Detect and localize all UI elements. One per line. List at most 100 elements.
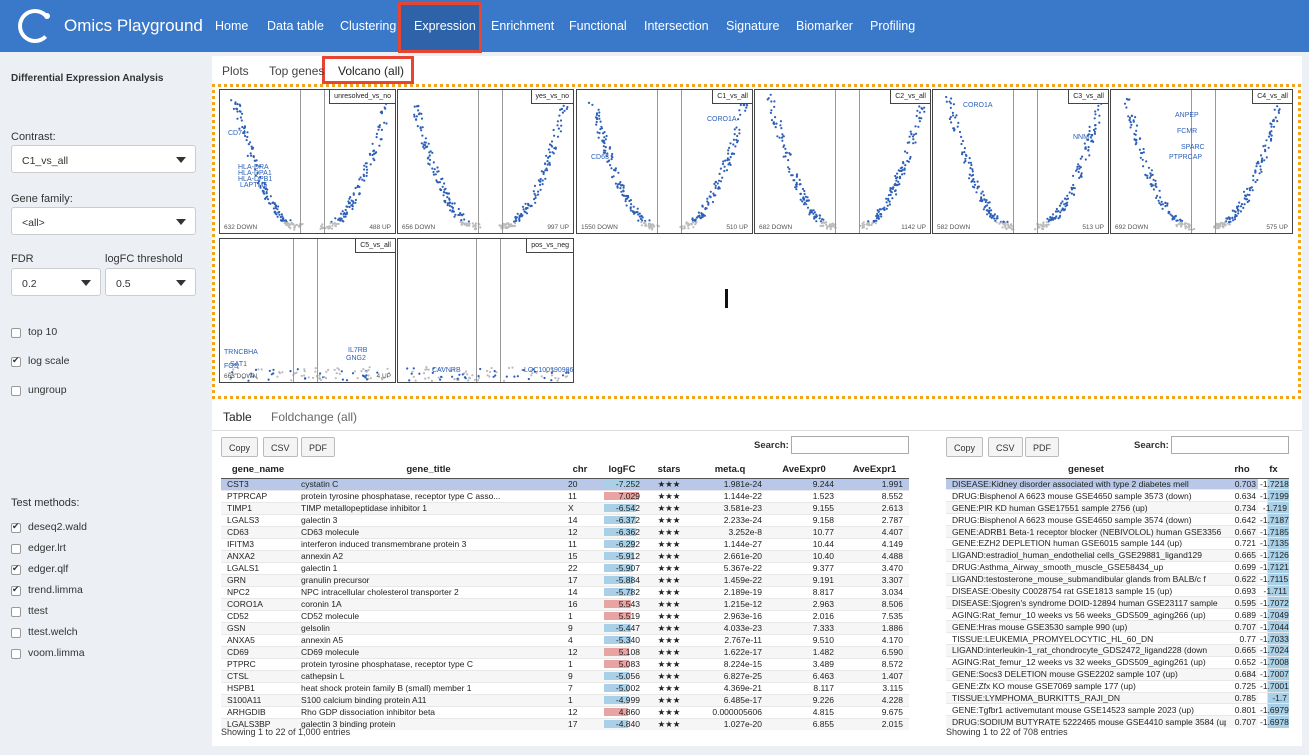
pdf-button[interactable]: PDF [301, 437, 335, 457]
method-checkbox-ttest-welch[interactable] [11, 628, 21, 638]
table-row[interactable]: GRN granulin precursor 17 -5.884 ★★★ 1.459e-2… [221, 573, 909, 586]
geneset-row[interactable]: GENE:EZH2 DEPLETION human GSE6015 sample… [946, 536, 1289, 550]
fdr-select[interactable]: 0.2 [11, 268, 101, 296]
geneset-row[interactable]: GENE:Tgfbr1 activemutant mouse GSE14523 … [946, 703, 1289, 716]
tab-foldchange-all[interactable]: Foldchange (all) [271, 410, 358, 424]
nav-biomarker[interactable]: Biomarker [796, 19, 853, 33]
method-checkbox-edger-lrt[interactable] [11, 544, 21, 554]
copy-button[interactable]: Copy [221, 437, 259, 457]
option-checkbox-top-10[interactable] [11, 328, 21, 338]
tab-plots[interactable]: Plots [222, 64, 249, 78]
geneset-row[interactable]: GENE:Socs3 DELETION mouse GSE2202 sample… [946, 667, 1289, 681]
nav-intersection[interactable]: Intersection [644, 19, 709, 33]
table-row[interactable]: NPC2 NPC intracellular cholesterol transp… [221, 585, 909, 598]
column-header-gene-title[interactable]: gene_title [295, 462, 562, 479]
gene-search-input[interactable] [791, 436, 909, 454]
volcano-scatter [587, 94, 749, 231]
option-checkbox-log-scale[interactable] [11, 355, 21, 367]
column-header-aveexpr1[interactable]: AveExpr1 [840, 462, 909, 479]
method-checkbox-deseq2-wald[interactable] [11, 521, 21, 533]
nav-signature[interactable]: Signature [726, 19, 780, 33]
nav-clustering[interactable]: Clustering [340, 19, 397, 33]
logfc-threshold-select[interactable]: 0.5 [105, 268, 196, 296]
table-row[interactable]: ARHGDIB Rho GDP dissociation inhibitor be… [221, 705, 909, 718]
geneset-search-input[interactable] [1171, 436, 1289, 454]
geneset-row[interactable]: AGING:Rat_femur_10 weeks vs 56 weeks_GDS… [946, 608, 1289, 621]
table-row[interactable]: ANXA2 annexin A2 15 -5.912 ★★★ 2.661e-20 10.40… [221, 549, 909, 562]
gene-family-select[interactable]: <all> [11, 207, 196, 235]
geneset-column-header-fx[interactable]: fx [1258, 462, 1289, 479]
column-header-chr[interactable]: chr [562, 462, 598, 479]
table-row[interactable]: LGALS1 galectin 1 22 -5.907 ★★★ 5.367e-22 9.37… [221, 561, 909, 574]
table-row[interactable]: HSPB1 heat shock protein family B (small)… [221, 681, 909, 694]
volcano-point [352, 202, 355, 205]
method-checkbox-voom-limma[interactable] [11, 649, 21, 659]
volcano-point [541, 183, 544, 186]
tab-top-genes[interactable]: Top genes [269, 64, 325, 78]
volcano-point [343, 215, 346, 218]
table-row[interactable]: CD63 CD63 molecule 12 -6.362 ★★★ 3.252e-8 10.7… [221, 525, 909, 538]
table-row[interactable]: CD52 CD52 molecule 1 5.519 ★★★ 2.963e-16 2.016… [221, 609, 909, 622]
tab-volcano-all[interactable]: Volcano (all) [338, 64, 405, 78]
nav-functional[interactable]: Functional [569, 19, 627, 33]
geneset-row[interactable]: GENE:PIR KD human GSE17551 sample 2756 (… [946, 501, 1289, 514]
nav-enrichment[interactable]: Enrichment [491, 19, 555, 33]
nav-home[interactable]: Home [215, 19, 249, 33]
table-row[interactable]: ANXA5 annexin A5 4 -5.340 ★★★ 2.767e-11 9.510 4… [221, 633, 909, 646]
table-row[interactable]: CORO1A coronin 1A 16 5.543 ★★★ 1.215e-12 2.963… [221, 597, 909, 610]
geneset-row[interactable]: DRUG:Asthma_Airway_smooth_muscle_GSE5843… [946, 560, 1289, 574]
geneset-row[interactable]: LIGAND:estradiol_human_endothelial cells… [946, 548, 1289, 562]
volcano-point [787, 159, 790, 162]
csv-button[interactable]: CSV [263, 437, 298, 457]
geneset-row[interactable]: AGING:Rat_femur_12 weeks vs 32 weeks_GDS… [946, 655, 1289, 669]
column-header-stars[interactable]: stars [646, 462, 692, 479]
geneset-column-header-rho[interactable]: rho [1226, 462, 1258, 479]
geneset-row[interactable]: GENE:Hras mouse GSE3530 sample 990 (up) 0… [946, 620, 1289, 633]
nav-expression[interactable]: Expression [414, 19, 476, 33]
geneset-row[interactable]: TISSUE:LEUKEMIA_PROMYELOCYTIC_HL_60_DN 0.… [946, 632, 1289, 645]
table-row[interactable]: PTPRC protein tyrosine phosphatase, recep… [221, 657, 909, 670]
table-row[interactable]: GSN gelsolin 9 -5.447 ★★★ 4.033e-23 7.333 1.886 [221, 621, 909, 634]
method-checkbox-trend-limma[interactable] [11, 584, 21, 596]
table-row[interactable]: LGALS3 galectin 3 14 -6.372 ★★★ 2.233e-24 9.15… [221, 513, 909, 526]
column-header-meta-q[interactable]: meta.q [692, 462, 768, 479]
column-header-logfc[interactable]: logFC [598, 462, 646, 479]
method-checkbox-edger-qlf[interactable] [11, 563, 21, 575]
geneset-row[interactable]: GENE:ADRB1 Beta-1 receptor blocker (NEBI… [946, 525, 1289, 538]
table-row[interactable]: CTSL cathepsin L 9 -5.056 ★★★ 6.827e-25 6.463 1… [221, 669, 909, 682]
logfc-bar-fill [604, 696, 629, 704]
volcano-point [1255, 162, 1258, 165]
geneset-row[interactable]: TISSUE:LYMPHOMA_BURKITTS_RAJI_DN 0.785 -1.… [946, 691, 1289, 704]
geneset-row[interactable]: DRUG:SODIUM BUTYRATE 5222465 mouse GSE44… [946, 715, 1289, 728]
table-row[interactable]: LGALS3BP galectin 3 binding protein 17 -4.8… [221, 717, 909, 730]
nav-profiling[interactable]: Profiling [870, 19, 916, 33]
geneset-row[interactable]: DISEASE:Sjogren's syndrome DOID-12894 hu… [946, 596, 1289, 609]
geneset-pdf-button[interactable]: PDF [1025, 437, 1059, 457]
geneset-copy-button[interactable]: Copy [946, 437, 984, 457]
geneset-row[interactable]: DRUG:Bisphenol A 6623 mouse GSE4650 samp… [946, 513, 1289, 526]
tab-table[interactable]: Table [223, 410, 252, 424]
table-row[interactable]: PTPRCAP protein tyrosine phosphatase, rec… [221, 489, 909, 502]
volcano-point [530, 369, 533, 372]
geneset-row[interactable]: LIGAND:interleukin-1_rat_chondrocyte_GDS… [946, 643, 1289, 657]
geneset-row[interactable]: LIGAND:testosterone_mouse_submandibular … [946, 572, 1289, 586]
nav-data-table[interactable]: Data table [267, 19, 324, 33]
table-row[interactable]: IFITM3 interferon induced transmembrane p… [221, 537, 909, 550]
geneset-row[interactable]: DISEASE:Kidney disorder associated with … [946, 477, 1289, 490]
geneset-csv-button[interactable]: CSV [988, 437, 1023, 457]
geneset-row[interactable]: DISEASE:Obesity C0028754 rat GSE1813 sam… [946, 584, 1289, 597]
volcano-point [595, 120, 598, 124]
table-row[interactable]: CD69 CD69 molecule 12 5.108 ★★★ 1.622e-17 1.48… [221, 645, 909, 658]
method-checkbox-ttest[interactable] [11, 607, 21, 617]
geneset-column-header-geneset[interactable]: geneset [946, 462, 1226, 479]
table-row[interactable]: S100A11 S100 calcium binding protein A11 1… [221, 693, 909, 706]
table-row[interactable]: CST3 cystatin C 20 -7.252 ★★★ 1.981e-24 9.244 1… [221, 477, 909, 490]
contrast-select[interactable]: C1_vs_all [11, 145, 196, 173]
column-header-gene-name[interactable]: gene_name [221, 462, 295, 479]
geneset-row[interactable]: DRUG:Bisphenol A 6623 mouse GSE4650 samp… [946, 489, 1289, 502]
geneset-row[interactable]: GENE:Zfx KO mouse GSE7069 sample 177 (up… [946, 679, 1289, 693]
cell-gene-title: cathepsin L [295, 669, 562, 682]
column-header-aveexpr0[interactable]: AveExpr0 [768, 462, 840, 479]
option-checkbox-ungroup[interactable] [11, 386, 21, 396]
